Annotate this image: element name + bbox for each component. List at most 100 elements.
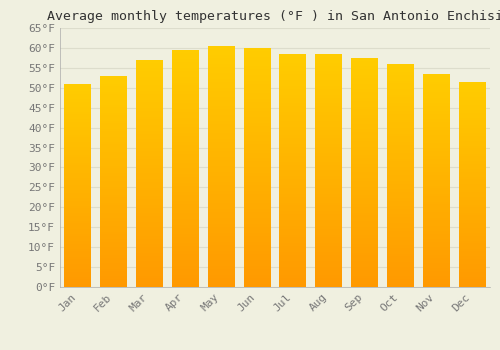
Bar bbox=[100, 166, 127, 168]
Bar bbox=[136, 74, 163, 77]
Bar bbox=[100, 81, 127, 84]
Bar bbox=[458, 208, 485, 210]
Bar bbox=[316, 249, 342, 252]
Bar bbox=[64, 216, 92, 218]
Bar bbox=[172, 251, 199, 254]
Bar bbox=[208, 245, 234, 248]
Bar bbox=[64, 186, 92, 188]
Bar bbox=[316, 270, 342, 272]
Bar bbox=[280, 118, 306, 121]
Bar bbox=[423, 244, 450, 247]
Bar bbox=[458, 223, 485, 225]
Bar bbox=[64, 178, 92, 180]
Bar bbox=[280, 223, 306, 226]
Bar bbox=[280, 141, 306, 144]
Bar bbox=[458, 254, 485, 256]
Bar bbox=[351, 104, 378, 106]
Bar bbox=[208, 181, 234, 184]
Bar bbox=[100, 97, 127, 99]
Bar bbox=[172, 168, 199, 172]
Bar bbox=[387, 150, 414, 153]
Bar bbox=[423, 180, 450, 183]
Bar bbox=[208, 281, 234, 284]
Bar bbox=[351, 169, 378, 173]
Bar bbox=[280, 109, 306, 112]
Bar bbox=[100, 174, 127, 176]
Bar bbox=[244, 248, 270, 251]
Bar bbox=[208, 173, 234, 175]
Bar bbox=[172, 254, 199, 257]
Bar bbox=[100, 136, 127, 139]
Bar bbox=[172, 50, 199, 53]
Bar bbox=[387, 203, 414, 206]
Bar bbox=[316, 188, 342, 191]
Bar bbox=[172, 213, 199, 216]
Bar bbox=[136, 205, 163, 208]
Bar bbox=[172, 198, 199, 201]
Bar bbox=[172, 94, 199, 97]
Bar bbox=[136, 117, 163, 119]
Bar bbox=[316, 173, 342, 176]
Bar bbox=[316, 77, 342, 80]
Bar bbox=[316, 103, 342, 106]
Bar bbox=[172, 228, 199, 231]
Bar bbox=[423, 220, 450, 223]
Bar bbox=[244, 218, 270, 221]
Bar bbox=[244, 251, 270, 254]
Bar bbox=[172, 56, 199, 59]
Bar bbox=[387, 134, 414, 136]
Bar bbox=[316, 191, 342, 194]
Bar bbox=[172, 133, 199, 136]
Bar bbox=[423, 148, 450, 151]
Bar bbox=[387, 239, 414, 242]
Bar bbox=[136, 267, 163, 270]
Bar bbox=[316, 63, 342, 65]
Bar bbox=[423, 236, 450, 239]
Bar bbox=[136, 91, 163, 94]
Bar bbox=[280, 264, 306, 267]
Bar bbox=[172, 156, 199, 160]
Bar bbox=[100, 131, 127, 134]
Bar bbox=[136, 236, 163, 239]
Bar bbox=[351, 184, 378, 187]
Bar bbox=[208, 148, 234, 152]
Bar bbox=[208, 91, 234, 94]
Bar bbox=[208, 73, 234, 76]
Bar bbox=[172, 103, 199, 106]
Bar bbox=[136, 239, 163, 241]
Bar bbox=[387, 187, 414, 189]
Bar bbox=[244, 230, 270, 233]
Bar bbox=[208, 109, 234, 112]
Bar bbox=[387, 237, 414, 240]
Bar bbox=[387, 114, 414, 117]
Bar bbox=[316, 202, 342, 205]
Bar bbox=[172, 74, 199, 77]
Bar bbox=[172, 91, 199, 95]
Bar bbox=[423, 130, 450, 132]
Bar bbox=[172, 162, 199, 166]
Bar bbox=[100, 189, 127, 192]
Bar bbox=[280, 191, 306, 194]
Bar bbox=[172, 130, 199, 133]
Bar bbox=[64, 94, 92, 97]
Bar bbox=[244, 281, 270, 284]
Bar bbox=[100, 237, 127, 239]
Bar bbox=[100, 274, 127, 276]
Bar bbox=[100, 221, 127, 224]
Bar bbox=[351, 86, 378, 89]
Bar bbox=[316, 267, 342, 270]
Bar bbox=[208, 52, 234, 55]
Bar bbox=[316, 170, 342, 173]
Bar bbox=[423, 82, 450, 84]
Bar bbox=[387, 259, 414, 262]
Bar bbox=[100, 118, 127, 121]
Bar bbox=[64, 261, 92, 264]
Bar bbox=[136, 208, 163, 210]
Bar bbox=[244, 144, 270, 147]
Bar bbox=[136, 83, 163, 85]
Bar bbox=[316, 141, 342, 144]
Bar bbox=[64, 269, 92, 272]
Bar bbox=[64, 267, 92, 269]
Bar bbox=[64, 201, 92, 203]
Bar bbox=[64, 203, 92, 206]
